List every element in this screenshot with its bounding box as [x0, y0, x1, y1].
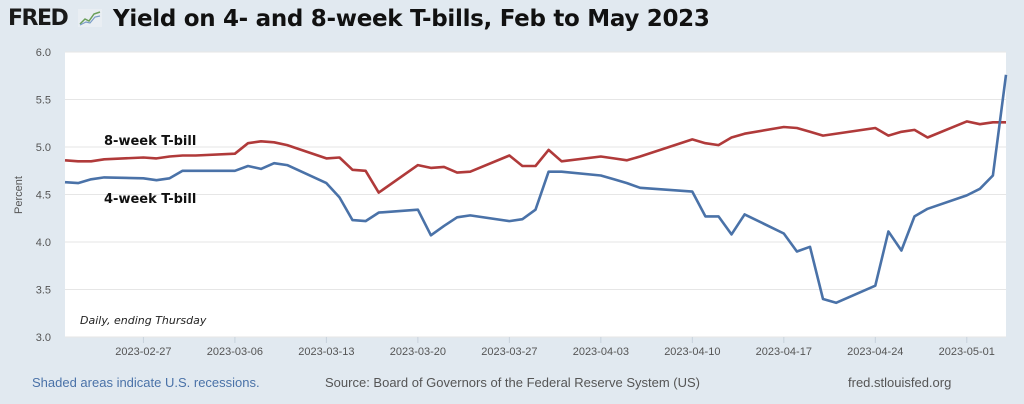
x-tick-label: 2023-03-06 — [207, 346, 263, 358]
x-tick-label: 2023-03-27 — [481, 346, 537, 358]
x-tick-label: 2023-04-10 — [664, 346, 720, 358]
x-tick-label: 2023-03-20 — [390, 346, 446, 358]
x-tick-label: 2023-04-24 — [847, 346, 903, 358]
y-tick-label: 4.0 — [36, 237, 51, 249]
series-label-8wk: 8-week T-bill — [104, 134, 196, 149]
frequency-note: Daily, ending Thursday — [80, 314, 207, 327]
x-tick-label: 2023-04-03 — [573, 346, 629, 358]
y-tick-label: 4.5 — [36, 190, 51, 202]
series-line-8wk — [64, 120, 1006, 194]
chart-title: Yield on 4- and 8-week T-bills, Feb to M… — [113, 6, 710, 32]
line-chart: 3.0 3.5 4.0 4.5 5.0 5.5 6.0 2023-02-27 2023-03-… — [13, 47, 1008, 358]
x-tick-label: 2023-03-13 — [298, 346, 354, 358]
x-tick-label: 2023-05-01 — [939, 346, 995, 358]
site-link[interactable]: fred.stlouisfed.org — [848, 375, 952, 390]
y-tick-label: 5.5 — [36, 95, 51, 107]
recession-note[interactable]: Shaded areas indicate U.S. recessions. — [32, 375, 260, 390]
x-tick-label: 2023-04-17 — [756, 346, 812, 358]
y-tick-label: 6.0 — [36, 47, 51, 59]
source-note: Source: Board of Governors of the Federa… — [325, 375, 700, 390]
x-tick-label: 2023-02-27 — [115, 346, 171, 358]
y-axis-title: Percent — [13, 176, 25, 214]
y-tick-label: 3.0 — [36, 332, 51, 344]
fred-logo: FRED — [8, 6, 69, 31]
series-line-4wk — [64, 74, 1008, 305]
series-label-4wk: 4-week T-bill — [104, 192, 196, 207]
y-tick-label: 3.5 — [36, 285, 51, 297]
chart-line-icon — [78, 9, 102, 27]
y-tick-label: 5.0 — [36, 142, 51, 154]
